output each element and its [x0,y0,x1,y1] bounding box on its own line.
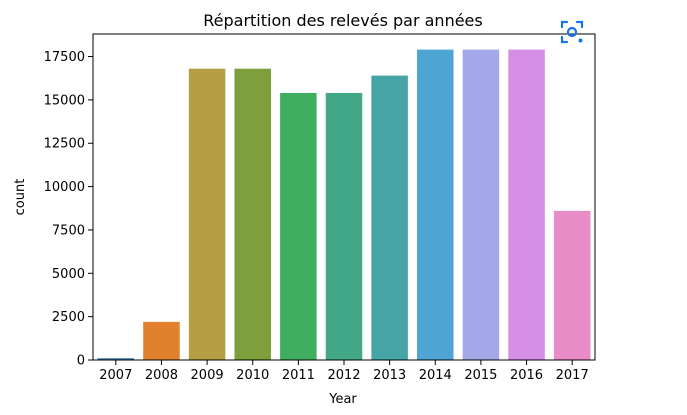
bar-2009 [188,68,226,361]
x-tick-label: 2010 [236,368,269,383]
bar-2011 [280,92,317,360]
bar-2007 [97,358,135,360]
y-tick-label: 2500 [52,310,85,325]
bar-2008 [143,321,180,360]
y-axis-ticks: 0 2500 5000 7500 10000 12500 15000 17500 [44,50,93,369]
x-tick-label: 2012 [327,368,360,383]
y-tick-label: 10000 [44,180,85,195]
y-tick-label: 5000 [52,267,85,282]
bar-2012 [325,92,363,360]
bar-2017 [553,210,591,360]
x-axis-label: Year [328,392,357,407]
x-tick-label: 2011 [282,368,315,383]
lens-search-button[interactable] [556,16,588,48]
plot-frame [92,33,596,361]
bar-2014 [417,49,454,360]
bar-2016 [508,49,545,360]
x-tick-label: 2009 [191,368,224,383]
y-tick-label: 12500 [44,137,85,152]
y-tick-label: 7500 [52,223,85,238]
x-axis-ticks: 2007 2008 2009 2010 2011 2012 2013 2014 2015 2016… [99,360,589,383]
x-tick-label: 2015 [464,368,497,383]
x-tick-label: 2017 [556,368,589,383]
bar-2013 [371,75,408,361]
x-tick-label: 2013 [373,368,406,383]
x-tick-label: 2016 [510,368,543,383]
y-tick-label: 15000 [44,93,85,108]
bars-group [97,49,591,361]
bar-2015 [462,49,500,360]
y-axis-label: count [13,179,28,216]
x-tick-label: 2007 [99,368,132,383]
x-tick-label: 2014 [419,368,452,383]
y-tick-label: 17500 [44,50,85,65]
x-tick-label: 2008 [145,368,178,383]
lens-search-icon [560,20,584,44]
y-tick-label: 0 [77,354,85,369]
bar-2010 [234,68,271,361]
chart-title: Répartition des relevés par années [203,11,482,30]
